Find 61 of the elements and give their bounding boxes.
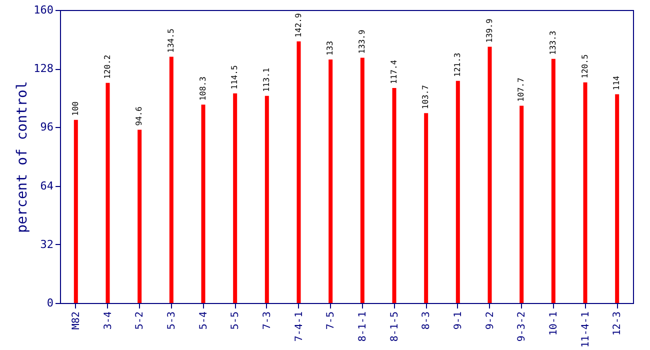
bar [456,80,460,303]
bar [615,94,620,303]
bar [74,120,78,303]
data-label: 103.7 [421,84,430,110]
data-label: 113.1 [262,68,271,92]
y-tick-label: 32 [40,238,54,251]
x-tick-label: 8-3 [421,312,432,330]
y-axis-title: percent of control [14,81,31,233]
bar [328,59,333,303]
data-label: 142.9 [294,13,303,38]
data-label: 107.7 [516,78,526,102]
y-tick-label: 96 [40,120,54,134]
y-tick-label: 128 [34,62,54,76]
bar [392,88,396,303]
x-tick-label: 9-3-2 [516,312,528,342]
x-tick-label: 9-1 [452,312,464,330]
bar [233,93,238,303]
bar [296,41,301,303]
data-label: 114 [612,76,622,90]
bar [360,58,364,303]
x-tick-label: 8-1-5 [389,312,400,342]
x-tick-label: 5-2 [134,312,146,330]
bar [169,56,174,303]
data-label: 133 [326,40,335,56]
bar [488,46,492,303]
data-label: 108.3 [198,76,208,101]
bar [520,106,524,303]
x-tick-label: 7-5 [326,312,337,330]
y-tick-label: 160 [34,4,54,16]
x-tick-label: 5-5 [230,312,242,330]
x-tick-label: 7-3 [262,312,273,330]
bar [201,104,206,303]
bar [138,130,142,303]
x-tick-label: M82 [70,312,82,330]
x-tick-label: 11-4-1 [580,312,592,348]
data-label: 133.3 [548,30,558,55]
data-label: 114.5 [230,65,240,90]
x-tick-label: 12-3 [612,312,624,336]
x-tick-label: 5-3 [166,312,178,330]
data-label: 121.3 [452,52,462,77]
data-label: 100 [70,101,80,116]
x-tick-label: 7-4-1 [294,312,305,342]
x-tick-label: 8-1-1 [357,312,368,342]
data-label: 120.5 [580,54,590,78]
bar [264,96,269,303]
data-label: 94.6 [134,106,144,126]
x-tick-label: 5-4 [198,312,210,330]
bar [551,58,556,303]
x-tick-label: 9-2 [484,312,496,330]
x-tick-label: 3-4 [102,312,114,330]
data-label: 139.9 [484,18,494,43]
bar [424,113,428,303]
x-tick-label: 10-1 [548,312,560,336]
data-label: 120.2 [102,54,112,79]
bar [106,82,110,303]
y-tick-label: 64 [40,179,54,192]
data-label: 117.4 [389,60,398,84]
bar [583,82,588,303]
y-tick-label: 0 [46,296,54,310]
data-label: 134.5 [166,28,176,53]
data-label: 133.9 [357,30,366,54]
